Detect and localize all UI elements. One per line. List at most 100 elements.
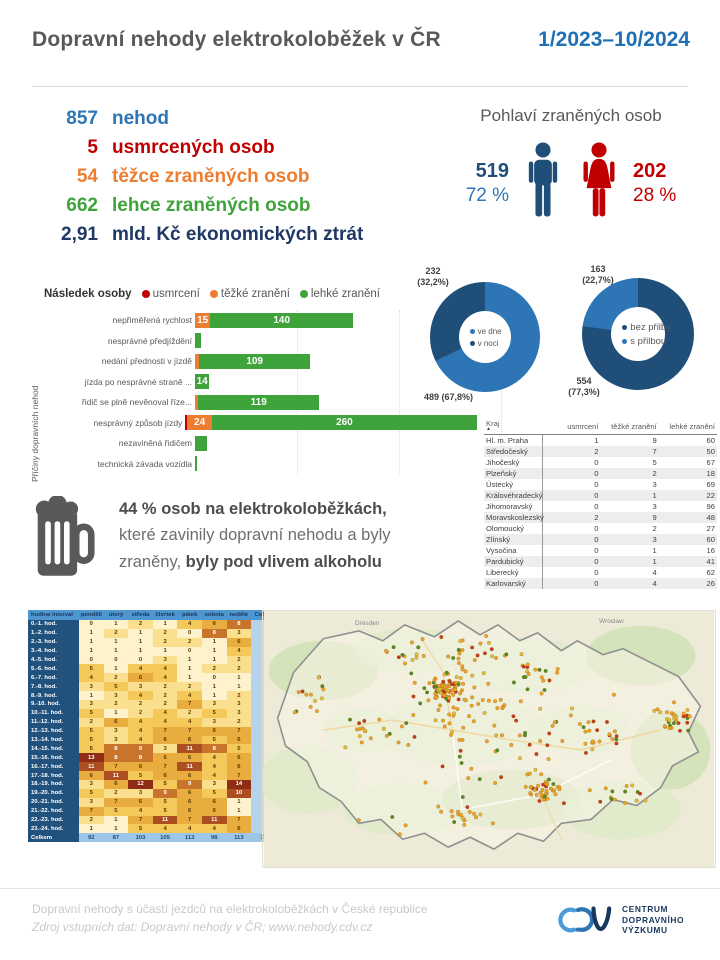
bar-category-label: nepřiměřená rychlost <box>112 315 192 326</box>
stat-row: 5 usmrcených osob <box>34 133 363 162</box>
heatmap-total-row: Celkem928710310511398113711 <box>28 833 280 843</box>
table-row: Středočeský 2 7 50 <box>484 446 717 457</box>
key-stats: 857 nehod 5 usmrcených osob 54 těžce zraněnýc… <box>34 104 363 249</box>
heat-cell: 3 <box>152 744 178 754</box>
heat-cell: 5 <box>128 771 153 781</box>
table-row: Vysočina 0 1 16 <box>484 545 717 556</box>
bar-segment-lehké-zranění: 14 <box>195 374 210 390</box>
heatmap-row: 10.-11. hod.512425322 <box>28 708 280 718</box>
donut-legend-dot <box>469 340 475 346</box>
region-value: 3 <box>652 535 657 544</box>
heat-cell: 1 <box>103 664 129 674</box>
bar-category-label: nesprávný způsob jízdy <box>93 417 183 428</box>
bar-category-label: nedání přednosti v jízdě <box>101 356 192 367</box>
heat-cell: 8 <box>226 620 252 629</box>
heat-cell: 2 <box>152 637 178 647</box>
hour-interval: 10.-11. hod. <box>28 708 79 718</box>
heat-cell: 1 <box>79 628 104 638</box>
bar-track: 109 <box>195 353 311 369</box>
heat-cell: 3 <box>103 726 129 736</box>
region-value: 0 <box>594 491 599 500</box>
total-value: 113 <box>177 833 202 843</box>
heat-cell: 6 <box>79 771 104 781</box>
heat-cell: 8 <box>103 744 129 754</box>
alcohol-section: 44 % osob na elektrokoloběžkách, které z… <box>33 494 464 589</box>
heat-cell: 1 <box>201 637 227 647</box>
bar-category-label: řidič se plně nevěnoval říze... <box>81 397 192 408</box>
heat-cell: 5 <box>79 744 104 754</box>
heat-cell: 4 <box>128 691 153 701</box>
region-value: 50 <box>706 447 715 456</box>
table-sort-kraj[interactable]: Kraj ▲ <box>484 418 543 435</box>
legend-dot <box>299 290 308 298</box>
heat-cell: 6 <box>201 620 227 629</box>
heat-cell: 1 <box>128 646 153 656</box>
heat-cell: 1 <box>128 637 153 647</box>
region-value: 2 <box>652 524 657 533</box>
stat-label: usmrcených osob <box>112 136 275 158</box>
bar-segment-lehké-zranění: 109 <box>199 353 311 369</box>
region-value: 0 <box>594 535 599 544</box>
region-value: 16 <box>706 546 715 555</box>
heat-cell: 6 <box>128 762 153 772</box>
stat-value: 54 <box>76 165 98 187</box>
heat-cell: 7 <box>152 762 178 772</box>
total-value: 92 <box>79 833 104 843</box>
stat-label: nehod <box>112 107 169 129</box>
heat-cell: 2 <box>103 673 129 683</box>
region-value: 0 <box>594 546 599 555</box>
hour-interval: 7.-8. hod. <box>28 682 79 692</box>
heat-cell: 8 <box>201 628 227 638</box>
legend-item: těžké zranění <box>209 288 290 300</box>
heat-cell: 7 <box>79 806 104 816</box>
heat-cell: 2 <box>103 628 129 638</box>
hour-interval: 14.-15. hod. <box>28 744 79 754</box>
heat-cell: 2 <box>103 788 129 798</box>
heat-cell: 1 <box>177 655 202 665</box>
heat-cell: 4 <box>201 771 227 781</box>
region-value: 0 <box>594 524 599 533</box>
stat-value: 5 <box>87 136 98 158</box>
bar-segment-těžké-zranění: 15 <box>195 312 211 328</box>
bar-row: nedání přednosti v jízdě 109 <box>46 351 477 372</box>
region-value: 67 <box>706 458 715 467</box>
heat-cell: 2 <box>128 708 153 718</box>
hour-interval: 19.-20. hod. <box>28 788 79 798</box>
heat-cell: 1 <box>226 806 252 816</box>
heat-cell: 6 <box>201 806 227 816</box>
hour-interval: 5.-6. hod. <box>28 664 79 674</box>
heat-cell: 14 <box>226 780 252 789</box>
heatmap-row: 2.-3. hod.111221614 <box>28 637 280 647</box>
table-row: Hl. m. Praha 1 9 60 <box>484 434 717 446</box>
heat-cell: 8 <box>128 753 153 763</box>
heat-cell: 2 <box>152 628 178 638</box>
heatmap-row: 20.-21. hod.376566134 <box>28 797 280 807</box>
heatmap-row: 1.-2. hod.121208317 <box>28 628 280 638</box>
bar-row: technická závada vozidla <box>46 454 477 475</box>
heat-cell: 2 <box>201 664 227 674</box>
beer-mug-icon <box>33 494 95 589</box>
hour-interval: 3.-4. hod. <box>28 646 79 656</box>
hour-interval: 13.-14. hod. <box>28 735 79 745</box>
region-name: Vysočina <box>484 545 543 556</box>
female-percent: 28 % <box>633 185 677 207</box>
region-value: 1 <box>652 491 657 500</box>
bar-segment-těžké-zranění <box>195 394 199 410</box>
heat-cell: 4 <box>226 646 252 656</box>
heat-cell: 5 <box>79 735 104 745</box>
sort-arrow-icon: ▲ <box>486 426 491 432</box>
heat-cell: 2 <box>152 682 178 692</box>
heat-cell: 1 <box>79 646 104 656</box>
heatmap-row: 11.-12. hod.264443225 <box>28 717 280 727</box>
heat-cell: 3 <box>79 797 104 807</box>
region-name: Ústecký <box>484 479 543 490</box>
donut-helmet: bez přilby s přilbou <box>582 278 694 390</box>
heat-cell: 1 <box>201 646 227 656</box>
table-header: usmrcení <box>542 418 601 435</box>
legend-item: usmrcení <box>141 288 200 300</box>
heat-cell: 4 <box>201 762 227 772</box>
hour-interval: 22.-23. hod. <box>28 815 79 825</box>
heat-cell: 2 <box>79 717 104 727</box>
total-value: 103 <box>128 833 153 843</box>
heat-cell: 5 <box>79 708 104 718</box>
